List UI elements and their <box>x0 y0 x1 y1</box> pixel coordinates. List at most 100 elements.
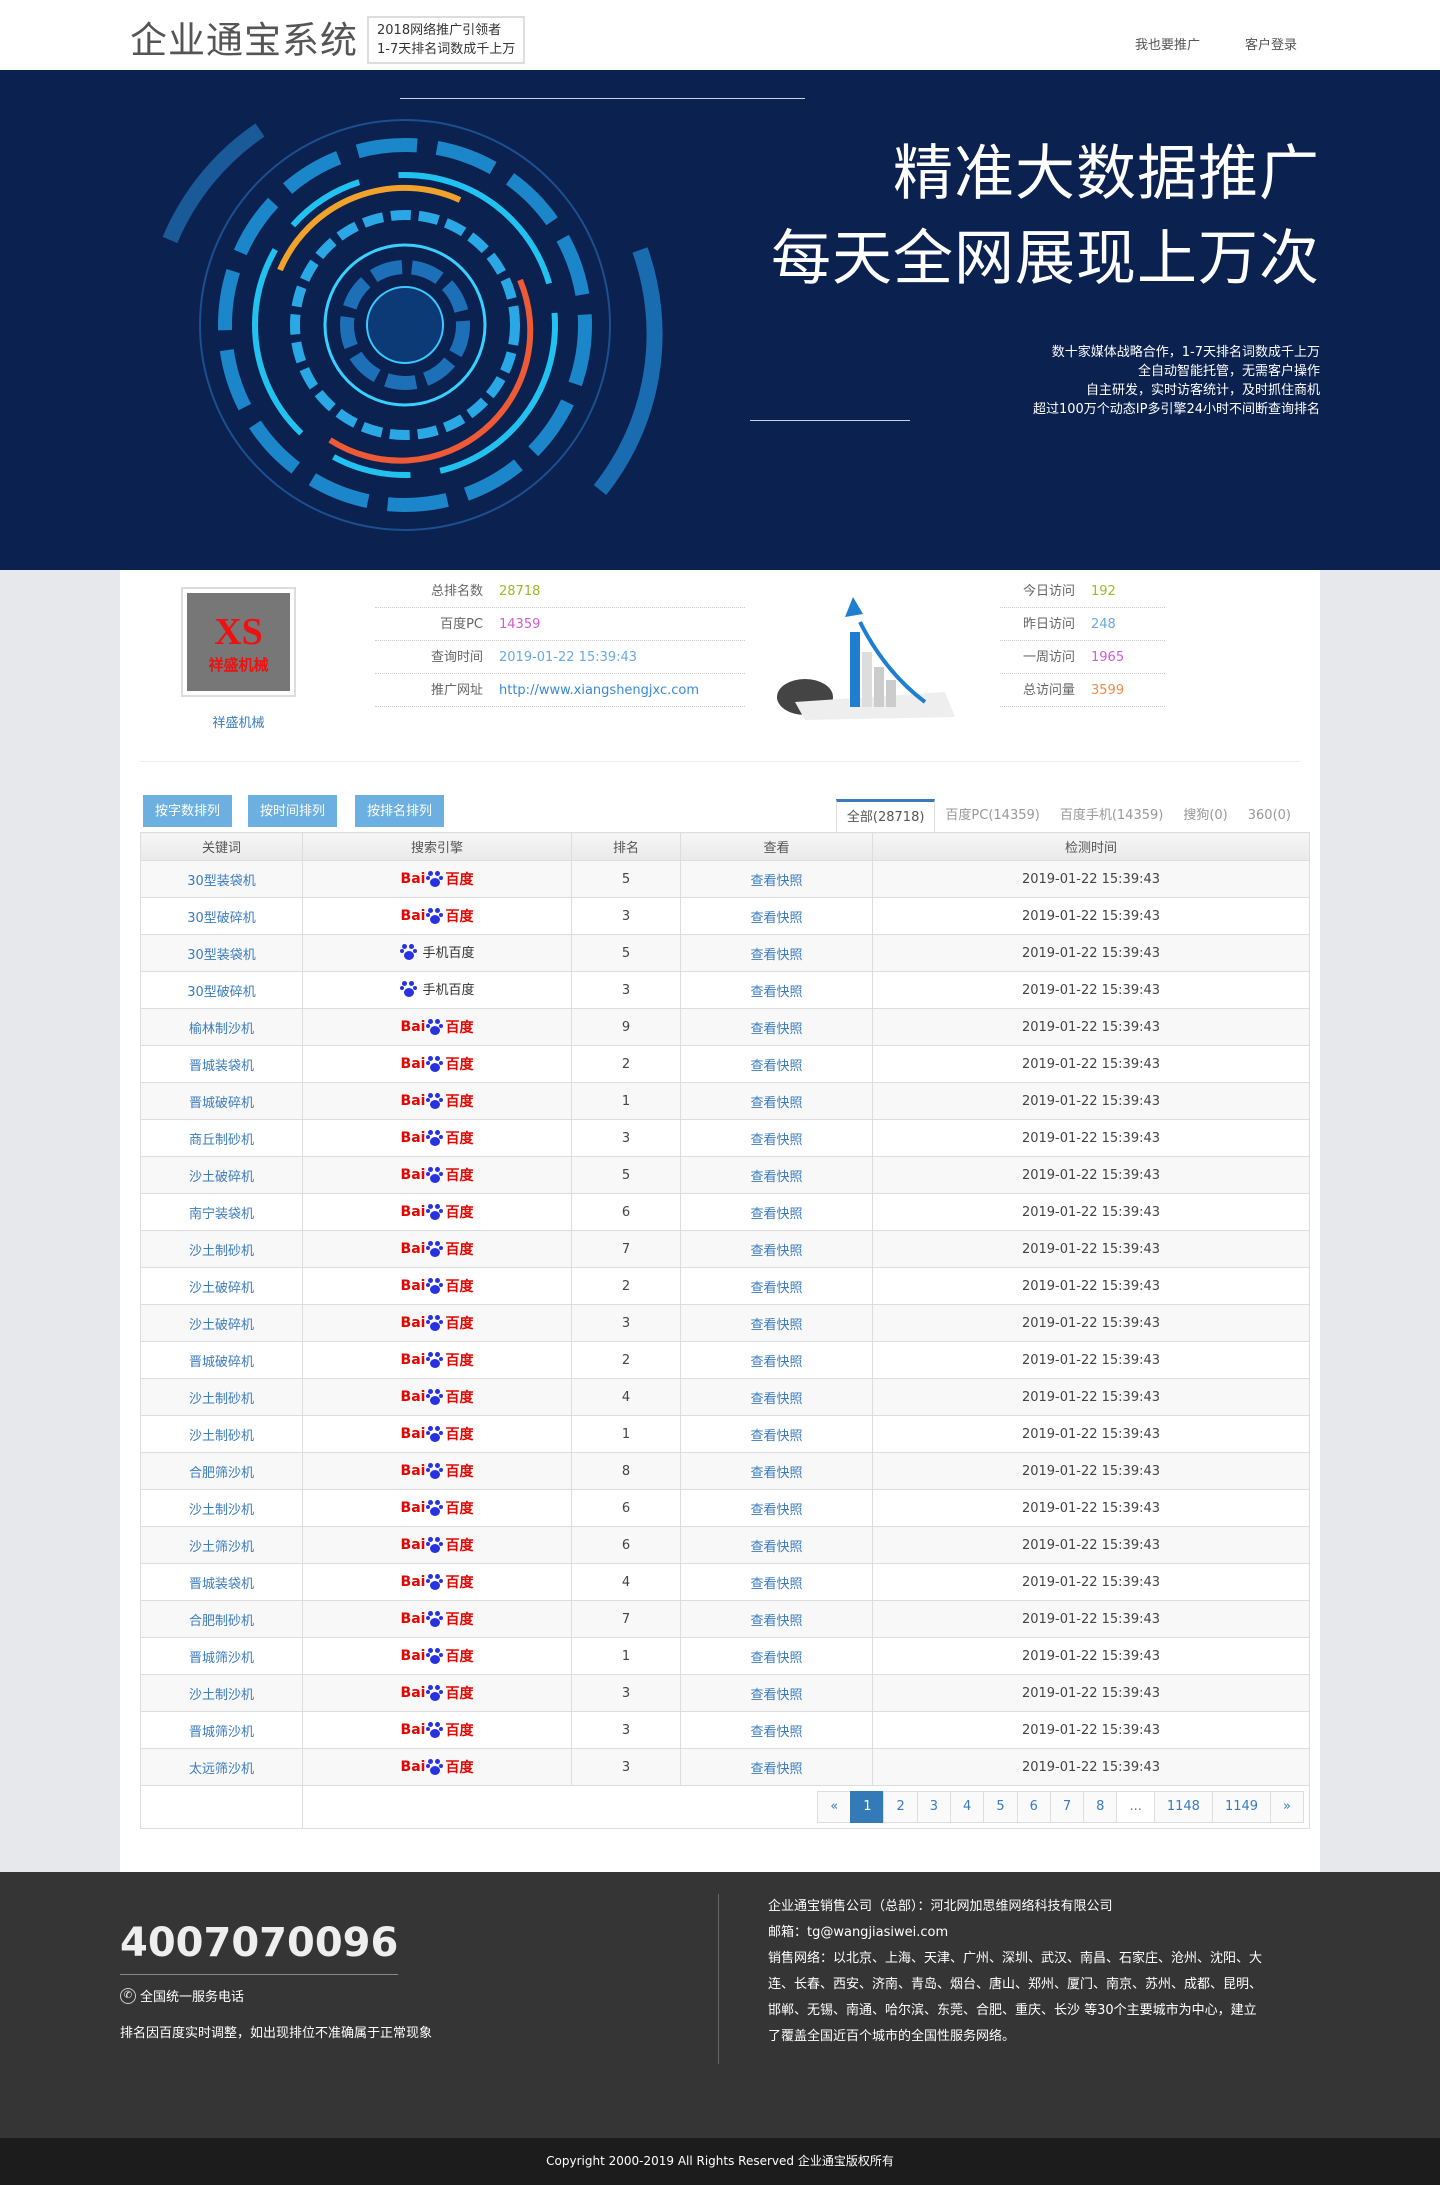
view-snapshot-link[interactable]: 查看快照 <box>680 860 873 898</box>
view-snapshot-link[interactable]: 查看快照 <box>680 1082 873 1120</box>
view-snapshot-link[interactable]: 查看快照 <box>680 1563 873 1601</box>
company-name[interactable]: 祥盛机械 <box>212 716 265 731</box>
keyword-cell[interactable]: 合肥筛沙机 <box>140 1452 303 1490</box>
engine-cell: 手机百度 <box>302 971 572 1009</box>
tab-sogou[interactable]: 搜狗(0) <box>1183 808 1228 823</box>
view-snapshot-link[interactable]: 查看快照 <box>680 1119 873 1157</box>
visit-value: 1965 <box>1091 650 1125 665</box>
view-snapshot-link[interactable]: 查看快照 <box>680 1711 873 1749</box>
view-snapshot-link[interactable]: 查看快照 <box>680 1489 873 1527</box>
banner-feature: 数十家媒体战略合作，1-7天排名词数成千上万 <box>1051 345 1320 360</box>
sort-by-rank-button[interactable]: 按排名排列 <box>355 795 445 827</box>
view-snapshot-link[interactable]: 查看快照 <box>680 1304 873 1342</box>
view-snapshot-link[interactable]: 查看快照 <box>680 1230 873 1268</box>
banner-feature: 自主研发，实时访客统计，及时抓住商机 <box>1085 383 1320 398</box>
view-snapshot-link[interactable]: 查看快照 <box>680 897 873 935</box>
nav-login-link[interactable]: 客户登录 <box>1245 38 1298 53</box>
view-snapshot-link[interactable]: 查看快照 <box>680 1748 873 1786</box>
pagination-page[interactable]: 3 <box>916 1791 952 1823</box>
keyword-cell[interactable]: 合肥制砂机 <box>140 1600 303 1638</box>
pagination-page[interactable]: 1149 <box>1211 1791 1272 1823</box>
tab-baidu-mobile[interactable]: 百度手机(14359) <box>1059 808 1164 823</box>
keyword-cell[interactable]: 晋城装袋机 <box>140 1045 303 1083</box>
baidu-logo: Bai 百度 <box>401 1498 474 1518</box>
view-snapshot-link[interactable]: 查看快照 <box>680 1267 873 1305</box>
keyword-cell[interactable]: 太远筛沙机 <box>140 1748 303 1786</box>
baidu-paw-icon <box>426 1056 444 1072</box>
stat-value: 2019-01-22 15:39:43 <box>499 650 638 665</box>
baidu-logo: Bai 百度 <box>401 1313 473 1333</box>
keyword-cell[interactable]: 沙土制沙机 <box>140 1674 303 1712</box>
baidu-logo-prefix: Bai <box>400 1648 426 1664</box>
view-snapshot-link[interactable]: 查看快照 <box>680 1415 873 1453</box>
baidu-logo-suffix: 百度 <box>445 1242 474 1258</box>
keyword-cell[interactable]: 30型装袋机 <box>140 860 303 898</box>
keyword-cell[interactable]: 沙土破碎机 <box>140 1304 303 1342</box>
pagination-page[interactable]: 6 <box>1016 1791 1051 1823</box>
banner-feature: 超过100万个动态IP多引擎24小时不间断查询排名 <box>1032 402 1320 417</box>
pagination-page[interactable]: 2 <box>883 1791 918 1823</box>
pagination-page[interactable]: 4 <box>950 1791 985 1823</box>
baidu-paw-icon <box>426 1241 444 1257</box>
pagination-page[interactable]: 1 <box>850 1791 885 1823</box>
rank-cell: 3 <box>571 897 681 935</box>
site-logo[interactable]: 企业通宝系统 <box>130 19 358 62</box>
view-snapshot-link[interactable]: 查看快照 <box>680 1156 873 1194</box>
view-snapshot-link[interactable]: 查看快照 <box>680 1637 873 1675</box>
pagination-prev[interactable]: « <box>817 1791 852 1823</box>
view-snapshot-link[interactable]: 查看快照 <box>680 1008 873 1046</box>
view-snapshot-link[interactable]: 查看快照 <box>680 1193 873 1231</box>
engine-cell: Bai 百度 <box>302 1452 572 1490</box>
keyword-cell[interactable]: 榆林制沙机 <box>140 1008 303 1046</box>
keyword-cell[interactable]: 沙土筛沙机 <box>140 1526 303 1564</box>
check-time-cell: 2019-01-22 15:39:43 <box>872 1637 1310 1675</box>
keyword-cell[interactable]: 30型装袋机 <box>140 934 303 972</box>
keyword-cell[interactable]: 商丘制砂机 <box>140 1119 303 1157</box>
view-snapshot-link[interactable]: 查看快照 <box>680 1378 873 1416</box>
pagination-page[interactable]: 5 <box>983 1791 1018 1823</box>
keyword-cell[interactable]: 晋城破碎机 <box>140 1341 303 1379</box>
baidu-logo: Bai 百度 <box>401 1424 473 1444</box>
baidu-logo-suffix: 百度 <box>445 1501 474 1517</box>
keyword-cell[interactable]: 晋城筛沙机 <box>140 1637 303 1675</box>
sort-by-length-button[interactable]: 按字数排列 <box>143 795 233 827</box>
keyword-cell[interactable]: 沙土破碎机 <box>140 1267 303 1305</box>
baidu-logo: Bai 百度 <box>401 1535 474 1555</box>
keyword-cell[interactable]: 沙土制砂机 <box>140 1378 303 1416</box>
view-snapshot-link[interactable]: 查看快照 <box>680 1045 873 1083</box>
view-snapshot-link[interactable]: 查看快照 <box>680 1600 873 1638</box>
keyword-cell[interactable]: 南宁装袋机 <box>140 1193 303 1231</box>
view-snapshot-link[interactable]: 查看快照 <box>680 1526 873 1564</box>
keyword-cell[interactable]: 沙土制沙机 <box>140 1489 303 1527</box>
check-time-cell: 2019-01-22 15:39:43 <box>872 1563 1310 1601</box>
pagination-page[interactable]: 7 <box>1049 1791 1085 1823</box>
view-snapshot-link[interactable]: 查看快照 <box>680 1674 873 1712</box>
keyword-cell[interactable]: 30型破碎机 <box>140 897 303 935</box>
view-snapshot-link[interactable]: 查看快照 <box>680 971 873 1009</box>
keyword-cell[interactable]: 沙土制砂机 <box>140 1415 303 1453</box>
baidu-logo-suffix: 百度 <box>445 1538 474 1554</box>
nav-promote-link[interactable]: 我也要推广 <box>1135 38 1201 53</box>
baidu-paw-icon <box>400 943 418 960</box>
stat-value[interactable]: http://www.xiangshengjxc.com <box>499 683 700 698</box>
keyword-cell[interactable]: 30型破碎机 <box>140 971 303 1009</box>
keyword-cell[interactable]: 沙土破碎机 <box>140 1156 303 1194</box>
tab-360[interactable]: 360(0) <box>1247 808 1291 823</box>
keyword-cell[interactable]: 晋城筛沙机 <box>140 1711 303 1749</box>
check-time-cell: 2019-01-22 15:39:43 <box>872 1711 1310 1749</box>
keyword-cell[interactable]: 沙土制砂机 <box>140 1230 303 1268</box>
baidu-logo-prefix: Bai <box>400 1130 426 1146</box>
pagination-page[interactable]: 8 <box>1083 1791 1118 1823</box>
tab-baidu-pc[interactable]: 百度PC(14359) <box>945 808 1040 823</box>
keyword-cell[interactable]: 晋城破碎机 <box>140 1082 303 1120</box>
sort-by-time-button[interactable]: 按时间排列 <box>248 795 338 827</box>
keyword-cell[interactable]: 晋城装袋机 <box>140 1563 303 1601</box>
view-snapshot-link[interactable]: 查看快照 <box>680 1341 873 1379</box>
pagination-next[interactable]: » <box>1270 1791 1304 1823</box>
pagination-page[interactable]: 1148 <box>1153 1791 1213 1823</box>
stat-row: 总排名数 28718 <box>375 575 745 608</box>
view-snapshot-link[interactable]: 查看快照 <box>680 1452 873 1490</box>
tab-all[interactable]: 全部(28718) <box>835 799 936 834</box>
table-row: 晋城装袋机 Bai 百度 4 查看快照 2019-01-22 15:39:43 <box>140 1563 1310 1601</box>
view-snapshot-link[interactable]: 查看快照 <box>680 934 873 972</box>
